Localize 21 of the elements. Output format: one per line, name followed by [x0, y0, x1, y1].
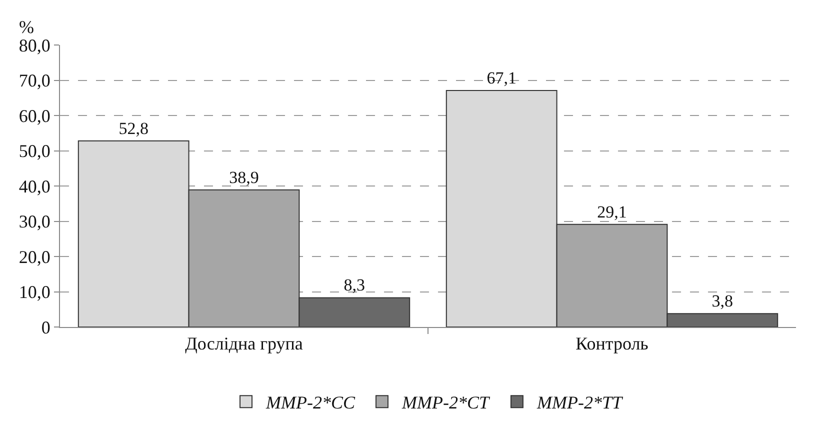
data-label: 8,3	[344, 276, 366, 295]
data-label: 3,8	[712, 292, 734, 311]
y-tick-label: 30,0	[18, 212, 50, 232]
y-tick-label: 20,0	[18, 246, 50, 267]
x-tick-label: Дослідна група	[185, 334, 303, 354]
legend-label: MMP-2*CC	[265, 392, 356, 413]
data-label: 38,9	[229, 168, 259, 187]
data-label: 52,8	[118, 118, 148, 138]
y-tick-label: 0	[41, 317, 50, 338]
y-tick-label: 80,0	[18, 35, 50, 56]
x-tick-label: Контроль	[576, 334, 648, 354]
y-tick-label: 40,0	[18, 176, 50, 196]
y-tick-label: 60,0	[18, 106, 50, 126]
y-tick-label: 70,0	[18, 70, 50, 91]
legend-label: MMP-2*TT	[536, 392, 624, 413]
legend-label: MMP-2*CT	[400, 392, 491, 413]
data-label: 67,1	[486, 68, 516, 88]
data-label: 29,1	[597, 202, 627, 222]
y-axis-title: %	[19, 17, 34, 37]
y-tick-label: 50,0	[18, 141, 50, 162]
y-tick-label: 10,0	[18, 282, 50, 302]
